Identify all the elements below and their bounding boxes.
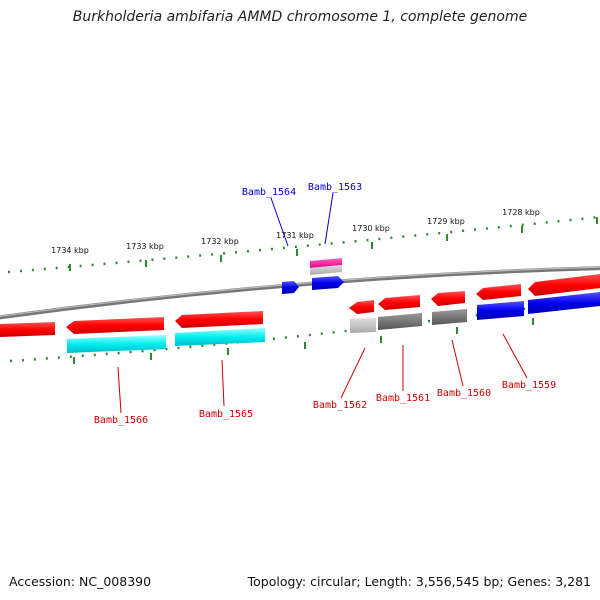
scale-labels: 1734 kbp 1733 kbp 1732 kbp 1731 kbp 1730… [51, 208, 540, 255]
feature-bar[interactable] [528, 292, 600, 314]
feature-bar-bamb-1563-light[interactable] [310, 265, 342, 275]
gene-arrow[interactable] [528, 274, 600, 296]
outer-scale-track [7, 215, 600, 274]
gene-label[interactable]: Bamb_1566 [94, 415, 148, 426]
feature-bar-bamb-1561[interactable] [378, 313, 422, 330]
gene-arrow[interactable] [476, 284, 521, 300]
gene-label[interactable]: Bamb_1560 [437, 388, 491, 399]
feature-bar-bamb-1563[interactable] [310, 258, 342, 268]
feature-bar-bamb-1562[interactable] [350, 318, 376, 333]
gene-arrow-bamb-1564[interactable] [282, 281, 299, 294]
feature-bar-bamb-1560[interactable] [432, 309, 467, 325]
chromosome-backbone [0, 266, 600, 320]
gene-features-strand-2 [282, 258, 344, 294]
gene-arrow-bamb-1565[interactable] [175, 311, 263, 328]
scale-label: 1730 kbp [352, 224, 390, 233]
feature-bar-bamb-1565[interactable] [175, 328, 265, 346]
scale-label: 1728 kbp [502, 208, 540, 217]
scale-label: 1733 kbp [126, 242, 164, 251]
gene-labels: Bamb_1566 Bamb_1565 Bamb_1564 Bamb_1563 … [94, 182, 556, 426]
gene-label[interactable]: Bamb_1563 [308, 182, 362, 193]
feature-bar-bamb-1566[interactable] [67, 335, 166, 353]
gene-arrow-bamb-1562[interactable] [349, 300, 374, 314]
scale-label: 1731 kbp [276, 231, 314, 240]
gene-label[interactable]: Bamb_1559 [502, 380, 556, 391]
gene-label[interactable]: Bamb_1565 [199, 409, 253, 420]
outer-scale-ticks [69, 217, 598, 271]
gene-arrow-bamb-1563[interactable] [312, 276, 344, 290]
label-leader-lines [117, 192, 528, 414]
scale-label: 1729 kbp [427, 217, 465, 226]
gene-arrow[interactable] [0, 322, 55, 337]
gene-label[interactable]: Bamb_1561 [376, 393, 430, 404]
gene-features-lower [67, 292, 600, 353]
scale-label: 1732 kbp [201, 237, 239, 246]
genome-summary-text: Topology: circular; Length: 3,556,545 bp… [247, 574, 591, 589]
gene-features-strand-1 [0, 274, 600, 337]
gene-label[interactable]: Bamb_1564 [242, 187, 296, 198]
gene-arrow-bamb-1566[interactable] [66, 317, 164, 334]
gene-arrow-bamb-1560[interactable] [431, 291, 465, 306]
inner-scale-ticks [73, 318, 534, 364]
gene-arrow-bamb-1561[interactable] [378, 295, 420, 310]
gene-label[interactable]: Bamb_1562 [313, 400, 367, 411]
scale-label: 1734 kbp [51, 246, 89, 255]
accession-text: Accession: NC_008390 [9, 574, 152, 589]
feature-bar-bamb-1559[interactable] [477, 301, 524, 320]
figure-title: Burkholderia ambifaria AMMD chromosome 1… [72, 9, 528, 25]
